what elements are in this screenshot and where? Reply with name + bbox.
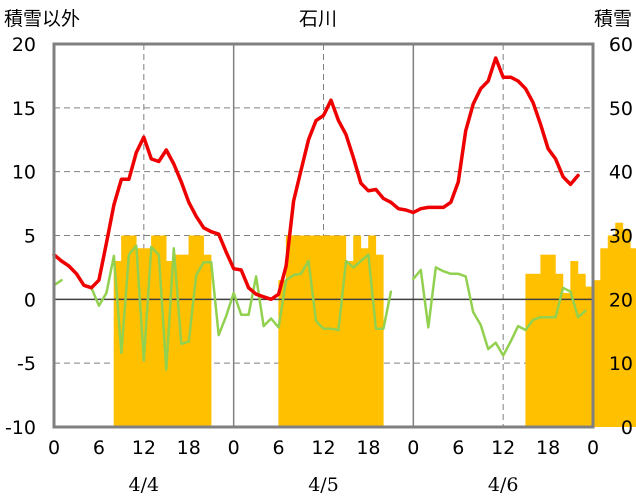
snow-depth-bar — [622, 229, 631, 427]
snow-depth-bar — [136, 248, 145, 427]
snow-depth-bar — [151, 235, 160, 427]
left-y-ticks: 20 15 10 5 0 -5 -10 — [5, 34, 36, 439]
snow-depth-bar — [630, 248, 636, 427]
snow-depth-bar — [577, 273, 586, 427]
snow-depth-bar — [570, 261, 579, 427]
snow-depth-bar — [173, 254, 182, 427]
snow-depth-bar — [181, 254, 189, 427]
snow-depth-bar — [166, 261, 174, 427]
left-axis-title: 積雪以外 — [4, 8, 80, 30]
snow-depth-bar — [300, 235, 309, 427]
left-y-tick-label: 20 — [12, 34, 36, 56]
snow-depth-bar — [360, 248, 369, 427]
snow-depth-bar — [323, 235, 332, 427]
x-tick-label: 0 — [407, 437, 419, 459]
snow-depth-bar — [600, 248, 609, 427]
snow-depth-bar — [315, 235, 324, 427]
snow-depth-bar — [532, 273, 541, 427]
left-y-tick-label: -5 — [17, 353, 36, 375]
x-tick-label: 6 — [452, 437, 464, 459]
snow-depth-bar — [308, 235, 317, 427]
snow-depth-bar — [113, 261, 122, 427]
date-label: 4/5 — [308, 474, 339, 496]
right-axis-title: 積雪 — [594, 8, 632, 30]
x-tick-label: 18 — [177, 437, 201, 459]
x-tick-label: 0 — [587, 437, 599, 459]
right-y-tick-label: 60 — [609, 34, 633, 56]
right-y-ticks: 60 50 40 30 20 10 0 — [609, 34, 633, 439]
snow-depth-bar — [555, 273, 564, 427]
snow-depth-bar — [203, 254, 212, 427]
left-y-tick-label: 5 — [24, 226, 36, 248]
red-series-line — [52, 56, 580, 302]
snow-depth-bar — [330, 235, 339, 427]
right-y-tick-label: 0 — [621, 417, 633, 439]
right-y-tick-label: 20 — [609, 289, 633, 311]
left-y-tick-label: 10 — [12, 162, 36, 184]
x-tick-label: 18 — [356, 437, 380, 459]
right-y-tick-label: 50 — [609, 98, 633, 120]
x-ticks: 0 6 12 18 0 6 12 18 0 6 12 18 0 — [48, 437, 599, 459]
snow-depth-bar — [278, 280, 287, 427]
snow-depth-bar — [293, 235, 302, 427]
snow-depth-bar — [525, 273, 534, 427]
snow-depth-bar — [592, 280, 601, 427]
right-y-tick-label: 10 — [609, 353, 633, 375]
x-tick-label: 0 — [228, 437, 240, 459]
snow-depth-bar — [128, 235, 137, 427]
x-tick-label: 0 — [48, 437, 60, 459]
left-y-tick-label: -10 — [5, 417, 36, 439]
snow-depth-bar — [143, 248, 152, 427]
right-y-tick-label: 40 — [609, 162, 633, 184]
snow-depth-bar — [196, 235, 204, 427]
snow-depth-bar — [121, 235, 130, 427]
x-tick-label: 6 — [273, 437, 285, 459]
snow-depth-bar — [353, 235, 362, 427]
snow-depth-bar — [585, 286, 594, 427]
green-series-line — [412, 266, 587, 357]
x-tick-label: 12 — [311, 437, 335, 459]
date-labels: 4/4 4/5 4/6 — [129, 474, 519, 496]
snow-depth-bar — [285, 235, 294, 427]
snow-depth-bar — [607, 235, 616, 427]
left-y-tick-label: 15 — [12, 98, 36, 120]
snow-depth-bar — [368, 235, 377, 427]
snow-depth-bar — [540, 254, 549, 427]
snow-depth-bar — [615, 222, 624, 427]
snow-depth-bar — [547, 254, 556, 427]
snow-depth-bar — [338, 235, 347, 427]
snow-depth-bar — [188, 235, 197, 427]
x-tick-label: 12 — [491, 437, 515, 459]
green-series-line — [90, 244, 393, 371]
date-label: 4/6 — [488, 474, 519, 496]
x-tick-label: 12 — [132, 437, 156, 459]
date-label: 4/4 — [129, 474, 160, 496]
x-tick-label: 6 — [93, 437, 105, 459]
left-y-tick-label: 0 — [24, 289, 36, 311]
right-y-tick-label: 30 — [609, 226, 633, 248]
snow-depth-bar — [562, 292, 571, 427]
snow-depth-bar — [345, 261, 354, 427]
snow-depth-bar — [375, 254, 384, 427]
chart-title: 石川 — [299, 8, 337, 30]
x-tick-label: 18 — [536, 437, 560, 459]
snow-depth-bars — [113, 222, 636, 427]
plot-frame — [52, 42, 595, 429]
